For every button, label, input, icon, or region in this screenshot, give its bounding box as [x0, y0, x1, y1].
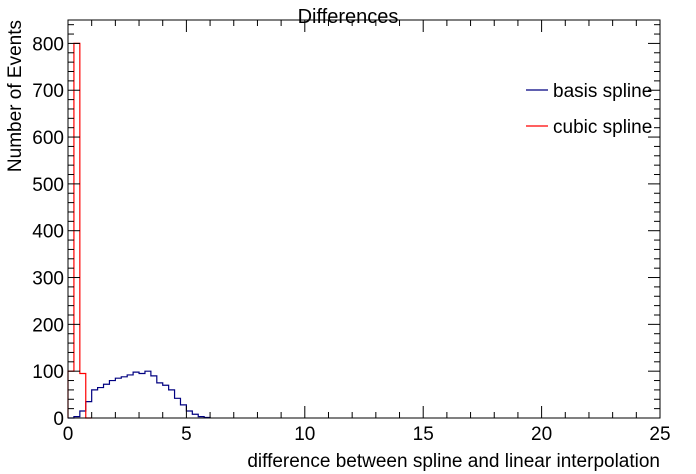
y-tick-label: 100: [32, 362, 64, 383]
x-axis-label: difference between spline and linear int…: [247, 451, 660, 472]
legend-entry: cubic spline: [526, 117, 652, 138]
x-tick-label: 20: [531, 424, 552, 445]
chart-title: Differences: [298, 6, 399, 28]
y-tick-label: 600: [32, 128, 64, 149]
x-tick-label: 25: [649, 424, 670, 445]
y-tick-label: 800: [32, 34, 64, 55]
y-tick-label: 500: [32, 175, 64, 196]
y-tick-label: 400: [32, 222, 64, 243]
y-tick-label: 0: [53, 409, 64, 430]
legend-label: cubic spline: [553, 117, 652, 138]
y-tick-label: 700: [32, 81, 64, 102]
x-tick-label: 0: [63, 424, 74, 445]
x-tick-label: 5: [181, 424, 192, 445]
y-tick-label: 200: [32, 315, 64, 336]
y-tick-label: 300: [32, 269, 64, 290]
legend-label: basis spline: [553, 81, 652, 102]
legend-entry: basis spline: [526, 81, 652, 102]
legend: basis spline cubic spline: [526, 81, 652, 138]
y-axis-label: Number of Events: [5, 20, 26, 172]
plot-frame: [67, 19, 661, 419]
x-tick-label: 10: [294, 424, 315, 445]
x-tick-label: 15: [413, 424, 434, 445]
axes: 0 5 10 15 20 25 0 100 200 300 400 500 600 700 800: [32, 19, 671, 445]
